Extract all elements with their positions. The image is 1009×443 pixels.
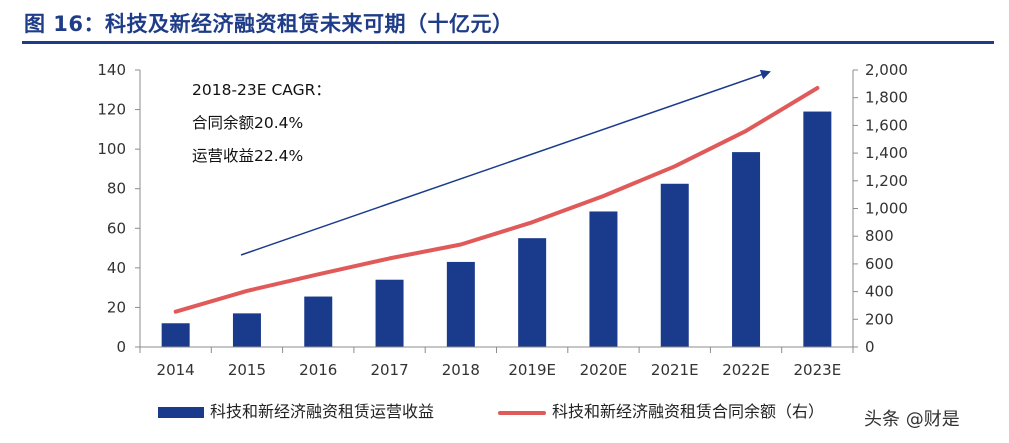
cagr-annotation-revenue: 运营收益22.4% xyxy=(192,147,304,165)
y-right-tick-label: 200 xyxy=(865,310,894,328)
bar-2022E xyxy=(732,152,761,347)
y-left-tick-label: 40 xyxy=(107,259,126,277)
bar-2019E xyxy=(518,238,547,347)
legend-label-line: 科技和新经济融资租赁合同余额（右） xyxy=(552,402,825,421)
y-left-tick-label: 100 xyxy=(97,140,126,158)
y-right-tick-label: 2,000 xyxy=(865,61,908,79)
line-series-contract-balance xyxy=(173,86,820,314)
x-tick-label: 2019E xyxy=(508,361,556,379)
bar-2015 xyxy=(232,313,261,347)
y-right-tick-label: 1,800 xyxy=(865,89,908,107)
y-right-tick-label: 1,000 xyxy=(865,200,908,218)
y-right-tick-label: 400 xyxy=(865,283,894,301)
y-left-tick-label: 0 xyxy=(116,338,126,356)
y-right-tick-label: 0 xyxy=(865,338,875,356)
y-left-tick-label: 20 xyxy=(107,298,126,316)
legend-item-line: 科技和新经济融资租赁合同余额（右） xyxy=(498,398,824,422)
legend-swatch-bar xyxy=(158,407,204,418)
x-tick-label: 2015 xyxy=(228,361,266,379)
bar-2023E xyxy=(803,111,832,347)
x-tick-label: 2016 xyxy=(299,361,337,379)
y-right-tick-label: 600 xyxy=(865,255,894,273)
trend-arrow xyxy=(240,69,771,256)
bar-2016 xyxy=(304,296,333,347)
x-tick-label: 2023E xyxy=(794,361,842,379)
legend-label-bar: 科技和新经济融资租赁运营收益 xyxy=(210,402,435,421)
x-tick-label: 2014 xyxy=(157,361,195,379)
chart-title: 图 16：科技及新经济融资租赁未来可期（十亿元） xyxy=(24,12,514,36)
x-tick-label: 2021E xyxy=(651,361,699,379)
x-tick-label: 2020E xyxy=(580,361,628,379)
y-right-tick-label: 1,600 xyxy=(865,116,908,134)
y-right-tick-label: 800 xyxy=(865,227,894,245)
legend-item-bar: 科技和新经济融资租赁运营收益 xyxy=(158,398,434,422)
title-underline xyxy=(22,41,994,44)
y-left-tick-label: 140 xyxy=(97,61,126,79)
y-left-tick-label: 80 xyxy=(107,180,126,198)
cagr-annotation-contract: 合同余额20.4% xyxy=(192,114,304,132)
bar-2021E xyxy=(660,183,689,347)
bar-2018 xyxy=(446,261,475,347)
cagr-annotation-heading: 2018-23E CAGR： xyxy=(192,81,331,99)
watermark: 头条 @财是 xyxy=(864,409,960,430)
cagr-annotation: 2018-23E CAGR： 合同余额20.4% 运营收益22.4% xyxy=(192,74,331,173)
y-right-tick-label: 1,400 xyxy=(865,144,908,162)
y-right-tick-label: 1,200 xyxy=(865,172,908,190)
legend-swatch-line xyxy=(498,410,546,415)
y-left-tick-label: 60 xyxy=(107,219,126,237)
x-tick-label: 2017 xyxy=(370,361,408,379)
bar-2020E xyxy=(589,211,618,347)
bar-2014 xyxy=(161,323,190,347)
x-tick-label: 2022E xyxy=(722,361,770,379)
y-left-tick-label: 120 xyxy=(97,101,126,119)
bar-2017 xyxy=(375,279,404,347)
x-tick-label: 2018 xyxy=(442,361,480,379)
